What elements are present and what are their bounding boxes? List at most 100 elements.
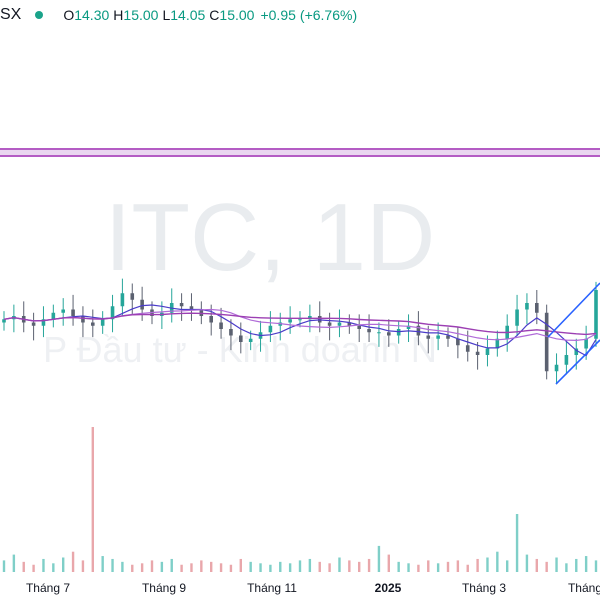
volume-bar	[397, 561, 400, 572]
candle	[337, 309, 342, 338]
candle	[347, 314, 352, 334]
low-label: L	[162, 7, 171, 23]
volume-bar	[486, 557, 489, 572]
volume-bar	[407, 563, 410, 572]
open-value: 14.30	[74, 7, 110, 23]
volume-bar	[575, 558, 578, 572]
candle	[110, 294, 115, 333]
volume-bar	[466, 564, 469, 572]
open-label: O	[63, 7, 75, 23]
volume-bar	[427, 560, 430, 572]
trend-line-lower[interactable]	[555, 339, 600, 385]
candle	[219, 307, 223, 339]
volume-bar	[279, 561, 282, 572]
candle	[475, 342, 480, 370]
x-axis-tick-label: Tháng 7	[26, 581, 70, 595]
candle	[554, 353, 559, 385]
x-axis-tick-label: Tháng 5	[568, 581, 600, 595]
ma-long-line	[3, 312, 597, 336]
close-label: C	[209, 7, 220, 23]
volume-bar	[12, 554, 16, 572]
volume-bar	[160, 561, 164, 572]
volume-bar	[545, 561, 548, 572]
x-axis-tick-label: Tháng 11	[247, 581, 297, 595]
candle	[189, 293, 194, 321]
volume-bar	[259, 563, 262, 572]
market-status-icon	[35, 11, 44, 19]
volume-bar	[584, 556, 588, 572]
candle	[61, 298, 65, 326]
volume-bar	[515, 514, 519, 572]
volume-bar	[348, 560, 351, 572]
volume-bar	[328, 563, 331, 572]
high-label: H	[113, 7, 124, 23]
trend-line-upper[interactable]	[547, 282, 600, 338]
volume-bar	[298, 560, 302, 572]
candle	[377, 322, 381, 347]
volume-bar	[121, 561, 124, 572]
legend-header: SX O 14.30 H 15.00 L 14.05 C 15.00 +0.95…	[0, 0, 600, 30]
volume-bar	[32, 564, 35, 572]
volume-bar	[180, 564, 183, 572]
candle	[229, 319, 233, 351]
candle	[41, 306, 46, 338]
candle	[485, 335, 490, 367]
volume-bar	[308, 558, 312, 572]
volume-bar	[358, 561, 361, 572]
volume-bar	[229, 564, 233, 572]
volume-bar	[111, 558, 114, 572]
volume-bar	[52, 563, 55, 572]
candle	[21, 301, 26, 333]
volume-bar	[2, 560, 6, 572]
volume-bar	[506, 560, 509, 572]
volume-bar	[249, 561, 252, 572]
volume-bar	[288, 563, 292, 572]
volume-bar	[387, 554, 390, 572]
candle	[51, 304, 56, 328]
volume-bar	[210, 561, 213, 572]
trend-channel[interactable]	[547, 282, 600, 385]
candle	[544, 304, 549, 380]
candle	[436, 322, 440, 351]
watermark-symbol: ITC, 1D	[105, 184, 436, 291]
volume-bar	[417, 564, 420, 572]
volume-bar	[456, 560, 460, 572]
candle	[298, 311, 302, 328]
candle	[81, 306, 85, 338]
volume-bar	[190, 563, 193, 572]
candle	[91, 309, 95, 338]
candle	[594, 281, 598, 347]
candle	[327, 312, 332, 341]
candle	[179, 293, 184, 321]
volume-bar	[377, 545, 381, 572]
candle	[564, 340, 569, 375]
candle	[406, 314, 411, 342]
x-axis-tick-label: 2025	[375, 581, 402, 595]
horizontal-line[interactable]	[0, 148, 600, 157]
candle	[100, 311, 105, 334]
volume-bar	[338, 557, 341, 572]
volume-bar	[62, 557, 65, 572]
high-value: 15.00	[123, 7, 159, 23]
volume-bar	[555, 557, 558, 572]
volume-bar	[318, 561, 321, 572]
volume-bar	[269, 564, 272, 572]
volume-bar	[565, 563, 568, 572]
candle	[525, 293, 529, 325]
volume-bar	[170, 558, 173, 572]
candle	[71, 294, 75, 326]
moving-averages	[3, 304, 597, 357]
x-axis: Tháng 7 Tháng 9 Tháng 11 2025 Tháng 3 Tháng 5	[26, 581, 600, 595]
x-axis-tick-label: Tháng 9	[142, 581, 186, 595]
volume-layer	[2, 427, 598, 572]
volume-bar	[535, 558, 538, 572]
volume-bar	[22, 561, 25, 572]
volume-bar	[150, 560, 154, 572]
candle	[396, 320, 401, 344]
volume-bar	[42, 558, 45, 572]
volume-bar	[367, 558, 371, 572]
volume-bar	[219, 563, 223, 572]
candle	[239, 322, 243, 354]
